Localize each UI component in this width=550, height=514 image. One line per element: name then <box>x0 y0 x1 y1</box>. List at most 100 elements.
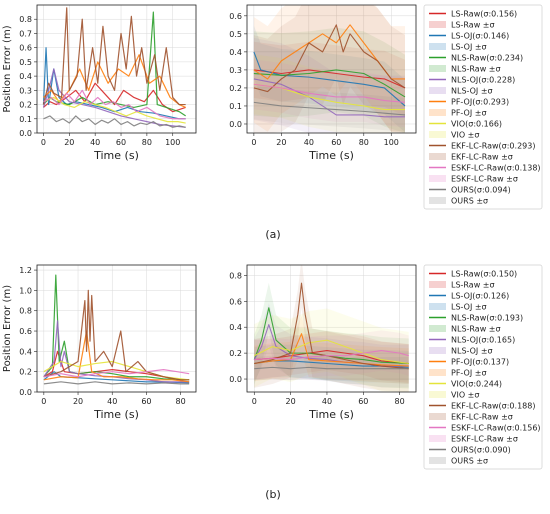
legend-swatch-band <box>429 43 446 50</box>
legend-item-nls-oj: NLS-OJ(σ:0.228) <box>451 76 515 85</box>
plot-area <box>253 265 409 392</box>
y-tick-label: 0.6 <box>229 12 242 21</box>
y-tick-label: 0.5 <box>19 58 32 67</box>
legend-item-nls-oj-band: NLS-OJ ±σ <box>451 347 493 356</box>
y-tick-label: 0.2 <box>229 349 242 358</box>
chart-a-right: 0.0 0.1 0.2 0.3 0.4 0.5 0.6 0 20 40 60 80 100 Time (s… <box>229 4 543 210</box>
x-tick-label: 0 <box>41 397 46 406</box>
series-line-ls-raw <box>253 69 406 89</box>
legend-swatch-band <box>429 153 446 160</box>
legend-item-ekf-lc-raw: EKF-LC-Raw(σ:0.188) <box>451 402 535 411</box>
series-line-ours <box>43 381 190 385</box>
series-line-vio <box>254 339 409 365</box>
band-ours <box>254 355 409 381</box>
legend-swatch-band <box>429 131 446 138</box>
band-vio <box>253 54 406 133</box>
y-tick-label: 0.8 <box>19 307 32 316</box>
y-tick-label: 0.4 <box>229 323 242 332</box>
series-line-ours <box>253 101 406 116</box>
y-tick-label: 0.2 <box>19 101 32 110</box>
series-line-ekf-lc-raw <box>253 24 406 93</box>
series-line-ekf-lc-raw <box>43 289 190 381</box>
legend-swatch-band <box>429 347 446 354</box>
x-tick-label: 20 <box>276 138 286 147</box>
legend-swatch-band <box>429 413 446 420</box>
series-line-vio <box>43 96 186 124</box>
x-tick-label: 40 <box>304 138 314 147</box>
figure-a: 0.0 0.1 0.2 0.3 0.4 0.5 0.6 0.7 0.8 0 20 40 60 80 100 T… <box>2 4 543 210</box>
legend-item-vio: VIO(σ:0.166) <box>451 120 502 129</box>
legend-item-pf-oj: PF-OJ(σ:0.137) <box>451 358 509 367</box>
series-line-ekf-lc-raw <box>42 7 186 106</box>
caption-a: (a) <box>265 228 280 241</box>
y-tick-label: 0.2 <box>19 368 32 377</box>
legend-item-ls-raw-band: LS-Raw ±σ <box>451 281 495 290</box>
x-tick-label: 20 <box>286 397 296 406</box>
legend-item-nls-raw-band: NLS-Raw ±σ <box>451 325 501 334</box>
x-tick-label: 20 <box>64 138 74 147</box>
legend-swatch-band <box>429 369 446 376</box>
y-tick-label: 1.0 <box>19 286 32 295</box>
y-tick-label: 0.0 <box>19 129 32 138</box>
y-tick-label: 0.6 <box>19 44 32 53</box>
legend-item-vio-band: VIO ±σ <box>451 391 479 400</box>
x-tick-label: 20 <box>73 397 83 406</box>
band-nls-oj <box>253 37 406 133</box>
y-tick-label: 0.2 <box>229 84 242 93</box>
y-tick-label: 0.4 <box>19 72 32 81</box>
legend-swatch-band <box>429 457 446 464</box>
y-tick-label: 1.2 <box>19 266 32 275</box>
series-line-eskf-lc-raw <box>254 349 409 361</box>
y-tick-label: 0.6 <box>19 327 32 336</box>
x-tick-label: 60 <box>358 397 368 406</box>
legend-swatch-band <box>429 435 446 442</box>
plot-area <box>253 5 406 133</box>
legend-item-nls-oj-band: NLS-OJ ±σ <box>451 87 493 96</box>
y-tick-label: 0.4 <box>19 347 32 356</box>
x-axis-label: Time (s) <box>93 149 139 162</box>
legend-item-nls-raw: NLS-Raw(σ:0.234) <box>451 54 523 63</box>
legend-swatch-band <box>429 303 446 310</box>
series-line-ours <box>43 115 186 128</box>
series-line-nls-raw <box>43 274 190 381</box>
legend-item-nls-oj: NLS-OJ(σ:0.165) <box>451 336 515 345</box>
figure-b: 0.0 0.2 0.4 0.6 0.8 1.0 1.2 0 20 40 60 80 Time (s) Po… <box>2 264 543 470</box>
legend-item-pf-oj: PF-OJ(σ:0.293) <box>451 98 509 107</box>
caption-b: (b) <box>265 488 281 501</box>
legend <box>423 4 543 210</box>
legend-swatch-band <box>429 175 446 182</box>
y-tick-label: 0.1 <box>229 102 242 111</box>
legend-swatch-band <box>429 87 446 94</box>
y-tick-label: 0.0 <box>229 120 242 129</box>
y-axis-label: Position Error (m) <box>2 285 13 372</box>
chart-b-right: 0.0 0.2 0.4 0.6 0.8 0 20 40 60 80 Time (s) LS-Raw(σ… <box>229 264 543 470</box>
legend-item-ours-band: OURS ±σ <box>451 457 488 466</box>
legend-item-pf-oj-band: PF-OJ ±σ <box>451 369 487 378</box>
series-line-eskf-lc-raw <box>43 369 190 378</box>
y-tick-label: 0.0 <box>229 375 242 384</box>
legend-item-pf-oj-band: PF-OJ ±σ <box>451 109 487 118</box>
legend <box>423 264 543 470</box>
x-tick-label: 60 <box>141 397 151 406</box>
y-tick-label: 0.5 <box>229 30 242 39</box>
legend-swatch-band <box>429 109 446 116</box>
legend-swatch-band <box>429 197 446 204</box>
x-tick-label: 40 <box>322 397 332 406</box>
band-pf-oj <box>254 315 409 384</box>
y-tick-label: 0.8 <box>229 271 242 280</box>
legend-swatch-band <box>429 391 446 398</box>
plot-area <box>42 7 186 128</box>
legend-item-ours: OURS(σ:0.090) <box>451 446 511 455</box>
x-tick-label: 80 <box>395 397 405 406</box>
legend-item-ls-oj-band: LS-OJ ±σ <box>451 303 487 312</box>
band-ls-oj <box>253 25 406 133</box>
legend-item-vio: VIO(σ:0.244) <box>451 380 502 389</box>
x-axis-label: Time (s) <box>93 408 139 421</box>
legend-item-eskf-lc-raw: ESKF-LC-Raw(σ:0.138) <box>451 164 541 173</box>
legend-item-ls-oj: LS-OJ(σ:0.126) <box>451 292 509 301</box>
series-line-ls-oj <box>42 47 186 120</box>
x-axis-label: Time (s) <box>308 149 354 162</box>
legend-item-nls-raw: NLS-Raw(σ:0.193) <box>451 314 523 323</box>
